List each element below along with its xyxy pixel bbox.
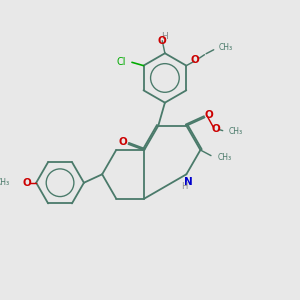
Text: CH₃: CH₃: [228, 127, 242, 136]
Text: H: H: [161, 32, 168, 41]
Text: N: N: [184, 177, 193, 187]
Text: O: O: [22, 178, 31, 188]
Text: CH₃: CH₃: [219, 43, 233, 52]
Text: CH₃: CH₃: [0, 178, 9, 187]
Text: O: O: [191, 55, 200, 65]
Text: O: O: [212, 124, 220, 134]
Text: Cl: Cl: [116, 57, 126, 67]
Text: O: O: [205, 110, 214, 120]
Text: O: O: [119, 137, 128, 147]
Text: O: O: [158, 36, 167, 46]
Text: CH₃: CH₃: [218, 153, 232, 162]
Text: H: H: [182, 182, 188, 191]
